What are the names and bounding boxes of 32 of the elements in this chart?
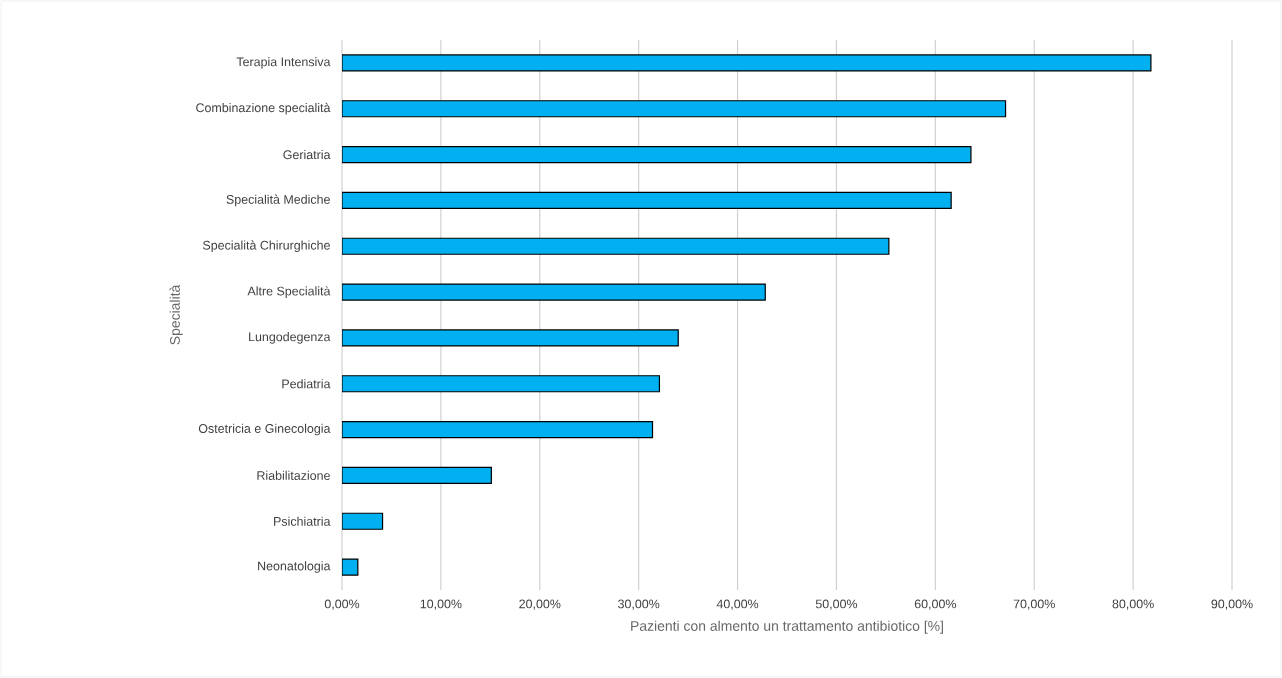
x-tick-label: 60,00% bbox=[914, 599, 956, 610]
x-tick-label: 90,00% bbox=[1211, 599, 1253, 610]
y-tick-label: Geriatria bbox=[283, 149, 331, 160]
y-tick-label: Psichiatria bbox=[274, 516, 331, 526]
y-tick-label: Specialità Chirurghiche bbox=[202, 240, 330, 253]
x-tick-label: 70,00% bbox=[1013, 599, 1055, 610]
y-tick-label: Lungodegenza bbox=[249, 332, 331, 344]
bar bbox=[342, 191, 952, 209]
x-tick-label: 20,00% bbox=[519, 599, 561, 610]
y-tick-label: Combinazione specialità bbox=[196, 102, 331, 115]
y-axis-title: Specialità bbox=[169, 284, 183, 345]
bar bbox=[342, 375, 661, 393]
x-tick-label: 80,00% bbox=[1112, 599, 1154, 610]
bar bbox=[342, 237, 890, 255]
x-tick-label: 10,00% bbox=[420, 599, 462, 610]
x-tick-label: 30,00% bbox=[618, 599, 660, 610]
y-tick-label: Specialità Mediche bbox=[226, 194, 330, 207]
y-tick-label: Altre Specialità bbox=[247, 286, 331, 298]
bar bbox=[342, 466, 492, 484]
y-tick-label: Pediatria bbox=[282, 379, 331, 389]
bar bbox=[342, 512, 384, 530]
x-tick-label: 40,00% bbox=[716, 599, 759, 610]
y-tick-label: Neonatologia bbox=[258, 561, 331, 573]
bar bbox=[342, 420, 654, 439]
y-tick-label: Ostetricia e Ginecologia bbox=[198, 423, 331, 436]
y-tick-label: Riabilitazione bbox=[257, 470, 330, 480]
x-axis-title: Pazienti con almento un trattamento antibiotico [%] bbox=[631, 620, 943, 634]
x-tick-label: 50,00% bbox=[815, 599, 858, 610]
y-tick-label: Terapia Intensiva bbox=[236, 57, 331, 69]
bar bbox=[342, 100, 1007, 118]
x-tick-label: 0,00% bbox=[324, 599, 360, 610]
bar bbox=[342, 145, 972, 164]
